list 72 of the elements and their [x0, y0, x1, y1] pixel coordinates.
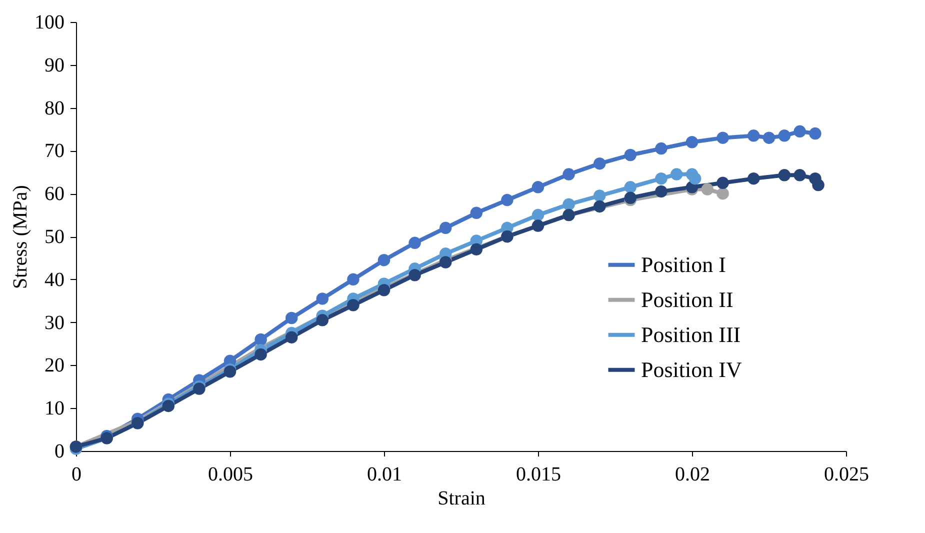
- point: [593, 200, 606, 213]
- point: [316, 292, 329, 305]
- y-axis-title: Stress (MPa): [10, 185, 32, 289]
- point: [812, 178, 824, 192]
- point: [347, 299, 360, 312]
- legend-label: Position II: [641, 286, 734, 312]
- x-tick-label: 0.025: [824, 464, 869, 486]
- point: [254, 348, 267, 361]
- point: [532, 208, 544, 222]
- point: [501, 194, 514, 206]
- x-tick-label: 0.005: [208, 464, 253, 486]
- point: [439, 222, 452, 234]
- point: [778, 130, 791, 142]
- point: [532, 181, 544, 194]
- point: [794, 125, 806, 138]
- point: [762, 132, 776, 144]
- point: [655, 185, 668, 198]
- point: [716, 132, 729, 144]
- point: [794, 169, 806, 182]
- y-tick-label: 70: [44, 140, 64, 162]
- point: [562, 198, 575, 210]
- x-tick-label: 0: [72, 464, 82, 486]
- point: [716, 176, 729, 189]
- point: [624, 192, 637, 204]
- y-tick-label: 100: [34, 12, 64, 34]
- point: [254, 333, 267, 346]
- point: [593, 157, 606, 170]
- point: [224, 366, 236, 378]
- point: [809, 127, 822, 140]
- point: [624, 148, 637, 162]
- y-tick-label: 50: [44, 226, 64, 248]
- y-tick-label: 20: [44, 354, 64, 377]
- point: [562, 168, 575, 180]
- y-tick-label: 30: [44, 312, 64, 334]
- y-tick-label: 40: [44, 268, 64, 291]
- point: [778, 169, 791, 182]
- point: [347, 273, 360, 286]
- y-tick-label: 90: [44, 54, 64, 76]
- point: [655, 172, 668, 185]
- point: [408, 236, 421, 250]
- point: [470, 206, 483, 220]
- point: [408, 269, 421, 282]
- x-tick-label: 0.015: [516, 464, 561, 486]
- point: [316, 314, 329, 326]
- point: [378, 254, 390, 266]
- point: [439, 256, 452, 268]
- point: [670, 168, 683, 180]
- point: [716, 187, 729, 200]
- y-tick-label: 80: [44, 97, 64, 120]
- point: [688, 172, 702, 185]
- legend-label: Position IV: [641, 356, 742, 382]
- point: [532, 220, 544, 232]
- x-tick-label: 0.01: [367, 464, 402, 486]
- point: [701, 183, 714, 196]
- point: [747, 172, 760, 185]
- y-tick-label: 60: [44, 183, 64, 206]
- point: [655, 142, 668, 155]
- point: [285, 312, 298, 324]
- point: [624, 181, 637, 194]
- point: [747, 130, 760, 142]
- legend-label: Position I: [641, 252, 726, 277]
- y-tick-label: 10: [44, 398, 64, 420]
- x-tick-label: 0.02: [675, 464, 710, 486]
- point: [162, 400, 175, 412]
- legend-label: Position III: [641, 322, 741, 347]
- point: [686, 136, 698, 148]
- x-axis-title: Strain: [438, 488, 486, 510]
- y-tick-label: 0: [54, 440, 64, 462]
- point: [470, 243, 483, 256]
- point: [285, 331, 298, 344]
- point: [378, 284, 390, 296]
- point: [593, 190, 606, 202]
